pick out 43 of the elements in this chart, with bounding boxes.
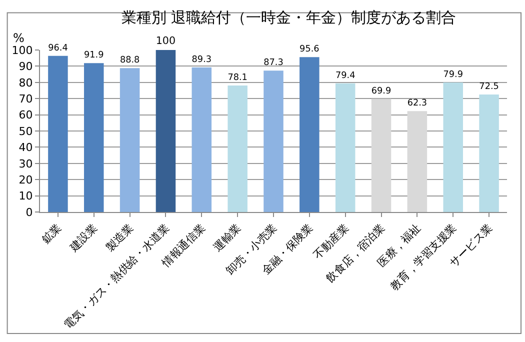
data-label: 91.9 [84,50,104,61]
y-axis-title: % [13,31,24,45]
bar [264,70,284,212]
y-tick-label: 100 [12,44,33,57]
data-label: 69.9 [371,86,392,96]
x-tick-label: 製造業 [103,222,136,254]
data-label: 88.8 [120,56,140,66]
y-tick-label: 90 [18,60,33,74]
data-label: 96.4 [48,43,68,54]
y-tick-label: 30 [18,157,33,170]
y-tick-label: 50 [18,124,33,138]
bar [443,82,463,212]
data-label: 72.5 [479,82,499,92]
bar [407,111,428,212]
y-tick-label: 40 [18,141,33,154]
y-tick-label: 80 [18,76,33,90]
data-label: 79.9 [443,70,464,80]
data-label: 62.3 [407,98,428,109]
y-tick-label: 10 [18,190,33,203]
data-label: 87.3 [264,58,284,68]
bar [84,63,104,212]
data-label: 89.3 [192,54,212,65]
x-tick-label: 運輸業 [211,222,244,254]
y-tick-label: 0 [26,206,33,219]
chart-title: 業種別 退職給付（一時金・年金）制度がある割合 [121,8,456,26]
bar [300,57,320,212]
data-label: 95.6 [300,44,320,55]
y-tick-label: 70 [18,92,33,106]
data-label: 78.1 [228,73,248,84]
x-tick-label: 鉱業 [39,222,64,246]
x-tick-label: 建設業 [66,222,100,255]
bar [120,68,140,212]
bar [156,50,176,212]
bar [371,98,392,212]
y-tick-label: 20 [18,173,33,186]
bar [335,83,356,212]
bar [228,85,248,212]
bar [479,94,499,212]
bar [48,56,68,212]
bar [192,67,212,212]
y-tick-label: 60 [18,108,33,122]
data-label: 79.4 [335,70,356,81]
data-label: 100 [156,35,176,48]
